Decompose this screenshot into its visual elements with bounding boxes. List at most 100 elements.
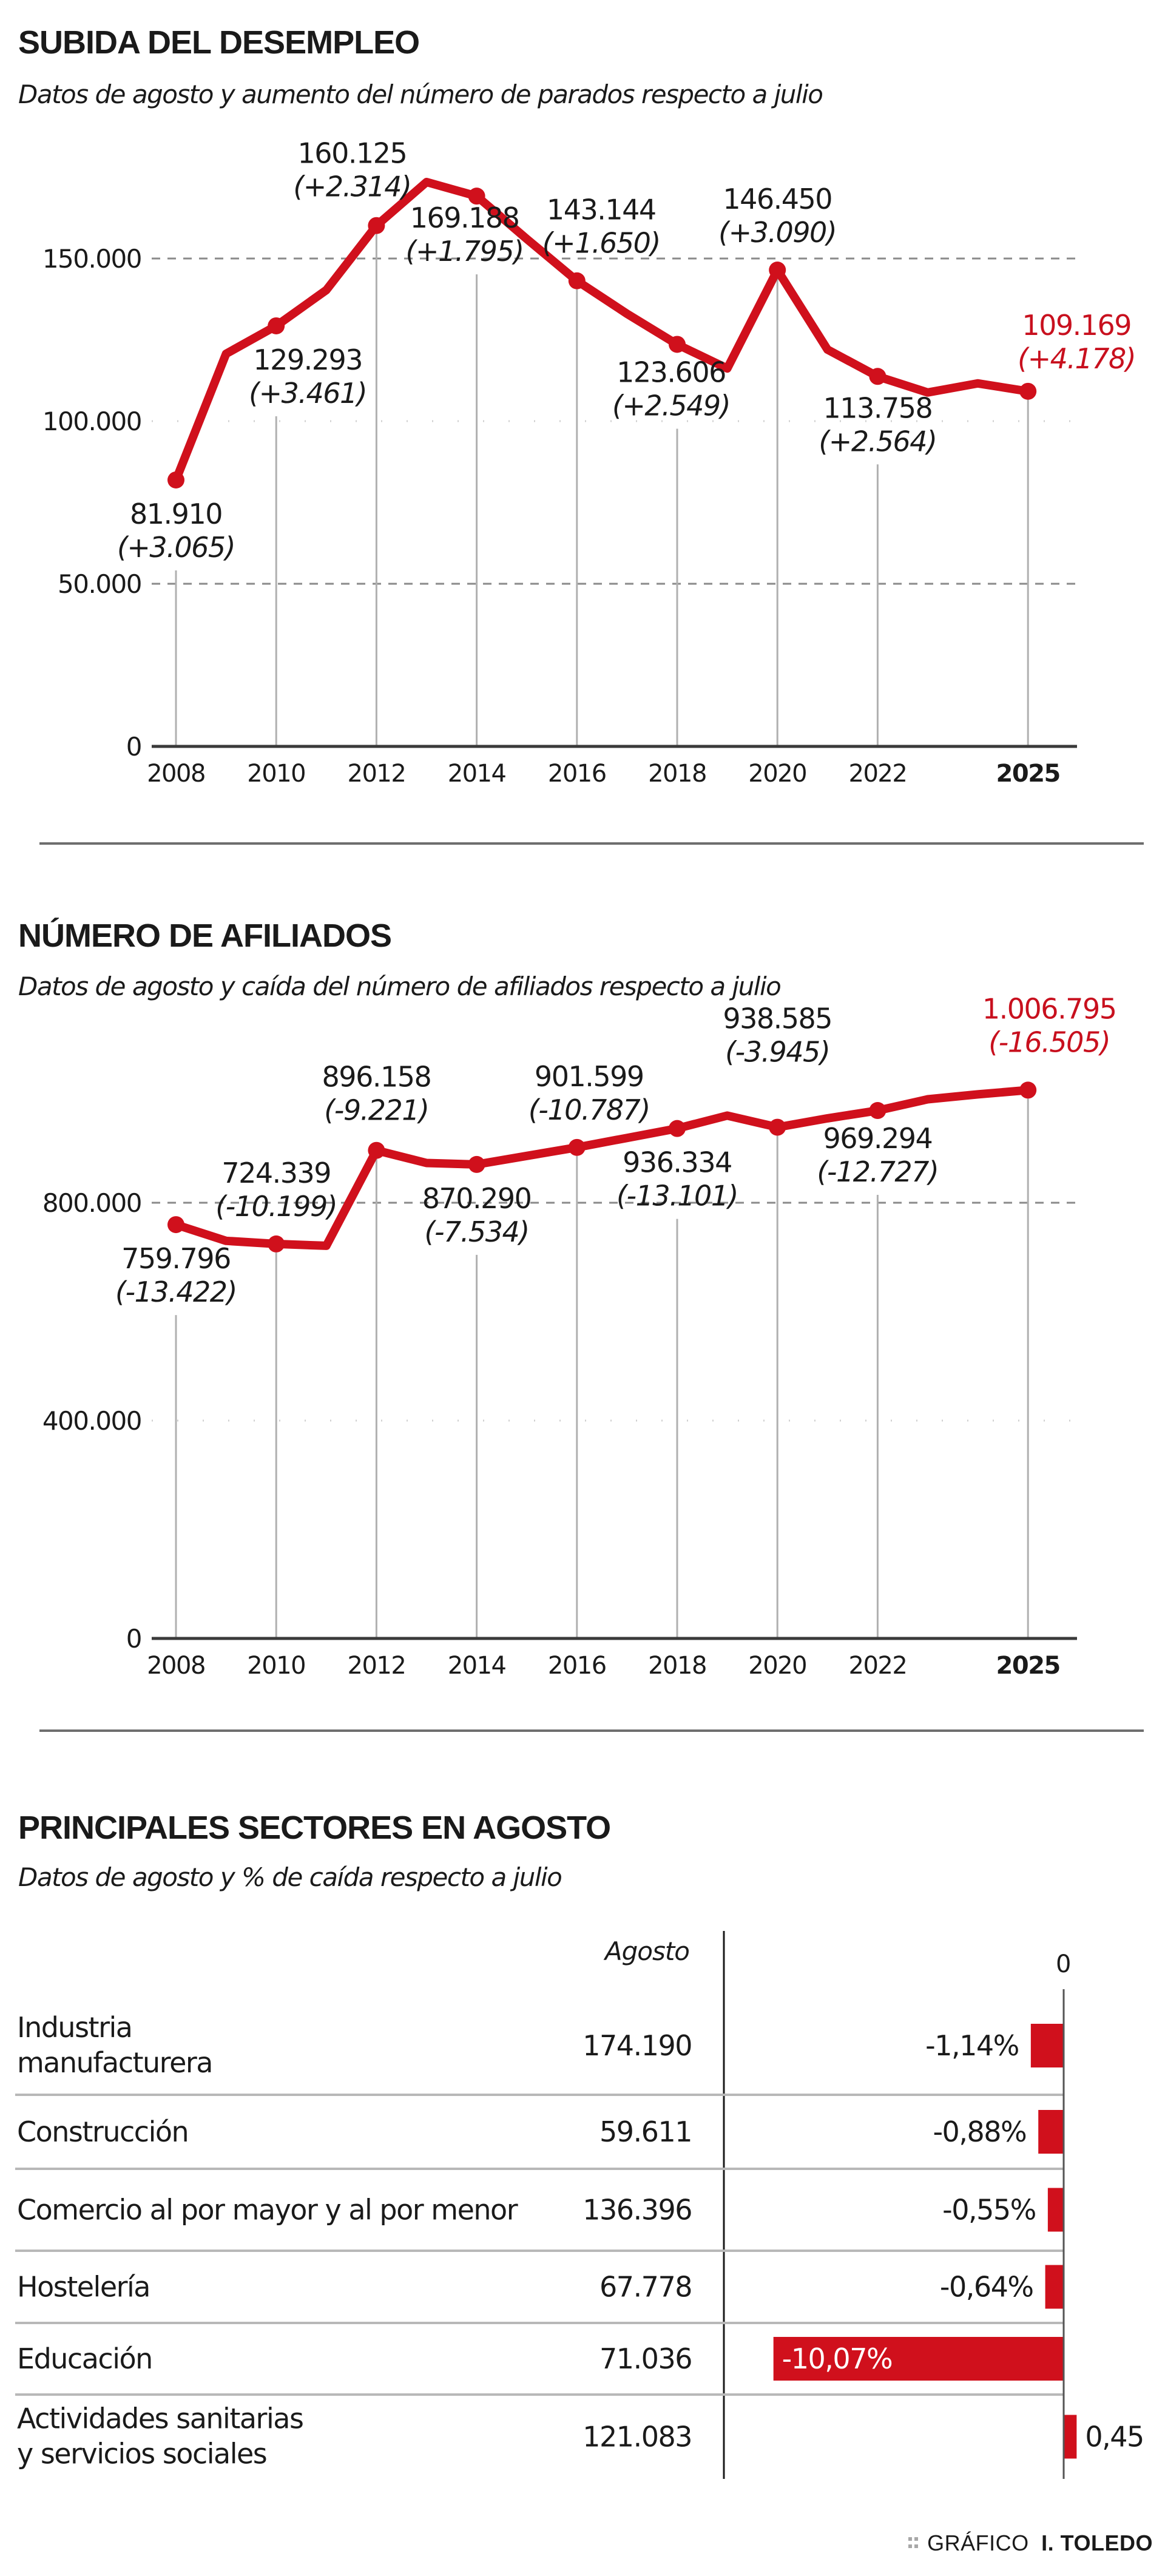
sector-name: Educación — [17, 2342, 152, 2375]
sector-name: y servicios sociales — [17, 2438, 266, 2470]
agosto-value: 67.778 — [599, 2271, 692, 2304]
data-point — [669, 336, 686, 353]
series-line-parados — [172, 178, 1033, 484]
x-tick-label: 2014 — [448, 1652, 506, 1680]
data-point — [167, 1216, 184, 1234]
data-label-change: (+3.090) — [718, 216, 836, 249]
data-label-change: (+3.065) — [117, 531, 235, 564]
data-label-value: 870.290 — [422, 1182, 532, 1215]
sector-name: Actividades sanitarias — [17, 2402, 303, 2435]
x-tick-label: 2016 — [548, 1652, 606, 1680]
data-label-change: (+1.795) — [406, 235, 524, 268]
change-label: -0,88% — [933, 2115, 1026, 2148]
sector-name: manufacturera — [17, 2046, 212, 2079]
credit-prefix: GRÁFICO — [927, 2530, 1029, 2555]
change-bar — [1047, 2188, 1064, 2232]
data-labels: 81.910(+3.065)129.293(+3.461)160.125(+2.… — [117, 137, 1136, 564]
y-tick-label: 0 — [126, 732, 141, 762]
data-label-change: (-13.422) — [115, 1276, 237, 1308]
data-point — [468, 1155, 485, 1173]
y-tick-label: 100.000 — [42, 407, 141, 436]
data-label-change: (-16.505) — [988, 1026, 1110, 1058]
y-gridlines — [152, 257, 1077, 585]
data-label-value: 938.585 — [723, 1002, 832, 1035]
data-point — [368, 217, 385, 234]
data-label-value: 1.006.795 — [982, 992, 1116, 1025]
change-label: -0,55% — [942, 2194, 1036, 2226]
unemployment-chart: SUBIDA DEL DESEMPLEO Datos de agosto y a… — [18, 24, 1136, 788]
credit: GRÁFICO I. TOLEDO — [908, 2530, 1153, 2555]
sector-name: Comercio al por mayor y al por menor — [17, 2194, 518, 2226]
chart-title: SUBIDA DEL DESEMPLEO — [18, 24, 419, 61]
x-tick-label: 2014 — [448, 760, 506, 788]
sector-row: Educación 71.036 -10,07% — [15, 2337, 1064, 2396]
data-label-value: 123.606 — [616, 356, 726, 388]
data-label-value: 969.294 — [823, 1122, 933, 1155]
x-tick-label: 2010 — [247, 1652, 305, 1680]
data-point — [468, 188, 485, 205]
credit-author: I. TOLEDO — [1041, 2530, 1153, 2555]
data-label-change: (-9.221) — [324, 1094, 428, 1127]
agosto-value: 136.396 — [582, 2194, 692, 2226]
data-point — [669, 1120, 686, 1137]
data-label-value: 169.188 — [410, 201, 519, 234]
data-point — [167, 471, 184, 488]
data-label-value: 759.796 — [121, 1242, 231, 1275]
data-label-value: 901.599 — [535, 1060, 644, 1093]
change-label: -10,07% — [782, 2342, 893, 2375]
data-point — [368, 1141, 385, 1159]
data-point — [769, 1118, 786, 1136]
sector-name: Industria — [17, 2011, 132, 2044]
data-label-change: (-12.727) — [817, 1155, 938, 1188]
chart-subtitle: Datos de agosto y aumento del número de … — [18, 79, 822, 109]
x-tick-label: 2020 — [748, 760, 806, 788]
sector-row: Construcción 59.611 -0,88% — [15, 2110, 1064, 2170]
data-point — [769, 262, 786, 279]
agosto-value: 59.611 — [599, 2115, 692, 2148]
sector-row: Hostelería 67.778 -0,64% — [15, 2265, 1064, 2324]
data-label-change: (+2.314) — [293, 171, 411, 203]
x-tick-label: 2008 — [147, 1652, 205, 1680]
x-tick-label: 2008 — [147, 760, 205, 788]
data-label-change: (+1.650) — [542, 227, 660, 260]
x-axis-ticks: 2008 2010 2012 2014 2016 2018 2020 2022 2025 — [147, 1652, 1061, 1680]
data-label-change: (-7.534) — [425, 1215, 529, 1248]
change-bar — [1030, 2024, 1064, 2067]
data-label-change: (-3.945) — [725, 1036, 829, 1069]
affiliates-chart: NÚMERO DE AFILIADOS Datos de agosto y ca… — [18, 918, 1117, 1680]
column-header-agosto: Agosto — [603, 1936, 689, 1966]
data-label-change: (+2.564) — [819, 425, 936, 458]
data-label-value: 146.450 — [723, 183, 832, 215]
dotted-bullet-icon — [908, 2537, 918, 2548]
change-bar — [1038, 2110, 1064, 2154]
data-point — [869, 1102, 886, 1120]
y-tick-label: 400.000 — [42, 1406, 141, 1436]
x-tick-label: 2012 — [348, 760, 406, 788]
data-point — [268, 317, 285, 334]
data-points — [167, 1081, 1037, 1253]
chart-subtitle: Datos de agosto y % de caída respecto a … — [18, 1862, 561, 1892]
data-label-change: (-10.787) — [528, 1094, 650, 1126]
change-bar — [1045, 2265, 1064, 2309]
data-label-change: (+3.461) — [249, 377, 366, 410]
x-tick-label: 2025 — [996, 760, 1060, 788]
data-label-value: 109.169 — [1022, 309, 1131, 342]
y-tick-label: 50.000 — [58, 569, 141, 599]
y-tick-label: 800.000 — [42, 1188, 141, 1218]
data-label-value: 896.158 — [322, 1061, 431, 1094]
data-label-change: (+4.178) — [1018, 342, 1135, 375]
agosto-value: 121.083 — [582, 2421, 692, 2453]
drop-lines — [175, 234, 1029, 746]
chart-subtitle: Datos de agosto y caída del número de af… — [18, 972, 780, 1001]
data-point — [869, 368, 886, 385]
zero-axis-label: 0 — [1056, 1950, 1070, 1978]
x-tick-label: 2022 — [849, 1652, 907, 1680]
data-points — [167, 188, 1037, 488]
data-label-change: (+2.549) — [612, 389, 730, 422]
data-label-value: 160.125 — [298, 137, 407, 170]
data-point — [568, 1138, 586, 1156]
